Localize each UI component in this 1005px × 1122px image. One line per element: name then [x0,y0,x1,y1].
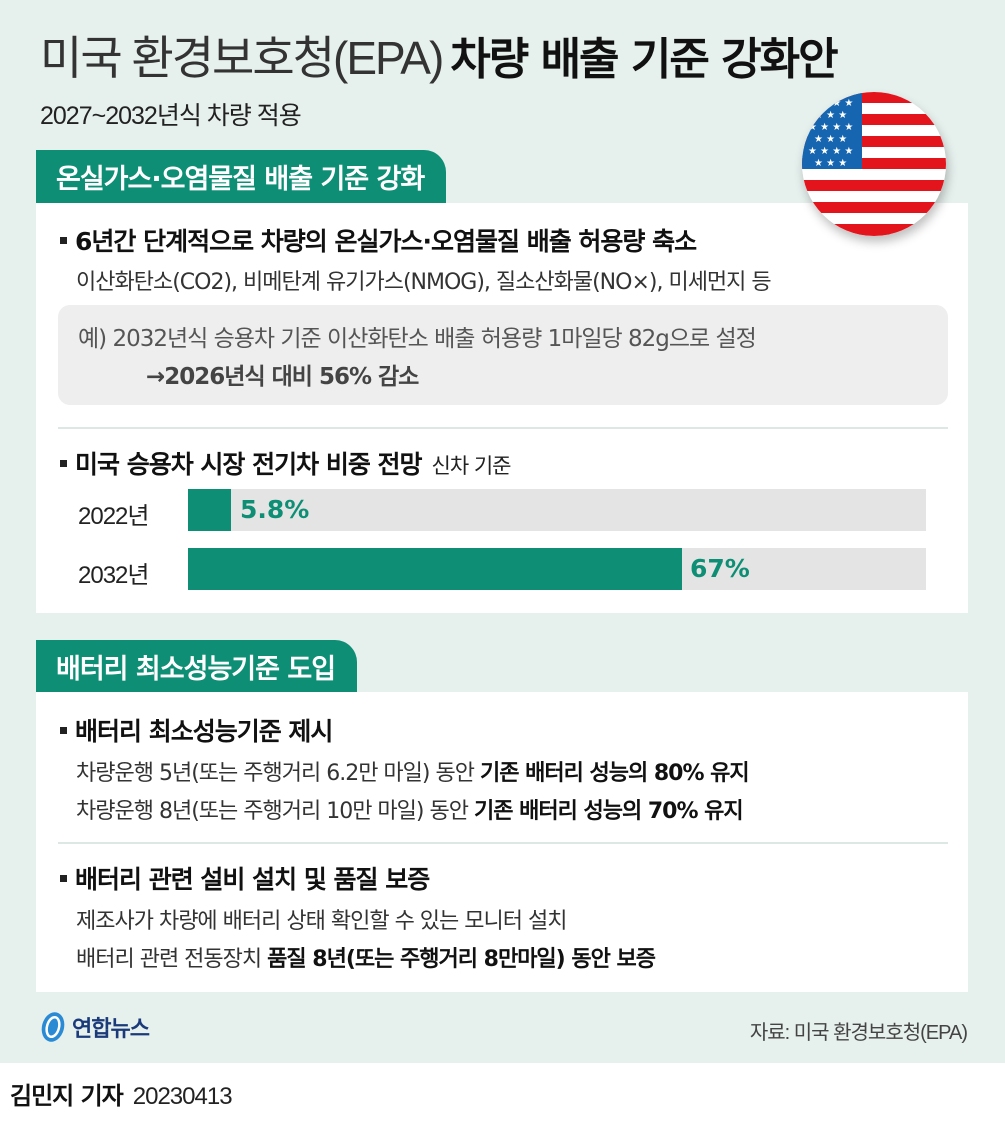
bullet-title: 미국 승용차 시장 전기차 비중 전망 [75,450,423,479]
section-heading-battery: 배터리 최소성능기준 도입 [36,640,358,692]
page-subtitle: 2027~2032년식 차량 적용 [40,102,302,130]
bar-fill-2032 [188,548,683,590]
bullet-title: 배터리 관련 설비 설치 및 품질 보증 [75,865,430,894]
logo-text: 연합뉴스 [72,1017,150,1042]
section-divider [58,427,948,429]
bullet-square-icon [60,727,67,734]
bullet-emissions-reduction: 6년간 단계적으로 차량의 온실가스·오염물질 배출 허용량 축소 [60,222,697,258]
source-credit: 자료: 미국 환경보호청(EPA) [749,1022,968,1044]
reporter-name: 김민지 기자 [10,1082,124,1110]
battery-warranty-line-2: 배터리 관련 전동장치 품질 8년(또는 주행거리 8만마일) 동안 보증 [76,941,656,973]
us-flag-icon: ★ ★ ★ ★ ★ ★ ★ ★ ★ ★ ★ ★ ★ ★ ★ ★ ★ ★ ★ ★ … [802,92,946,236]
pollutant-list: 이산화탄소(CO2), 비메탄계 유기가스(NMOG), 질소산화물(NO×),… [76,270,772,295]
bullet-title: 6년간 단계적으로 차량의 온실가스·오염물질 배출 허용량 축소 [75,227,697,256]
bar-label-2022: 2022년 [78,503,149,530]
example-box: 예) 2032년식 승용차 기준 이산화탄소 배출 허용량 1마일당 82g으로… [58,305,948,405]
bullet-square-icon [60,875,67,882]
line-emphasis: 품질 8년(또는 주행거리 8만마일) 동안 보증 [267,947,656,972]
battery-standard-line-1: 차량운행 5년(또는 주행거리 6.2만 마일) 동안 기존 배터리 성능의 8… [76,755,750,787]
byline: 김민지 기자 20230413 [10,1076,233,1111]
bullet-title: 배터리 최소성능기준 제시 [75,717,333,746]
line-emphasis: 기존 배터리 성능의 80% 유지 [479,761,750,786]
bar-value-2032: 67% [690,554,750,583]
bar-label-2032: 2032년 [78,562,149,589]
bar-value-2022: 5.8% [240,495,310,524]
bullet-note: 신차 기준 [431,454,512,478]
title-bold: 차량 배출 기준 강화안 [450,34,838,85]
bar-track-2032: 67% [188,548,926,590]
svg-text:★ ★ ★: ★ ★ ★ [814,134,847,145]
title-light: 미국 환경보호청(EPA) [40,32,444,84]
section-emissions-panel [36,203,968,613]
yonhap-logo: 연합뉴스 [38,1010,150,1044]
battery-warranty-line-1: 제조사가 차량에 배터리 상태 확인할 수 있는 모니터 설치 [76,909,567,934]
publish-date: 20230413 [132,1083,233,1110]
bullet-battery-standard: 배터리 최소성능기준 제시 [60,712,333,748]
svg-text:★ ★ ★: ★ ★ ★ [814,158,847,169]
page-title: 미국 환경보호청(EPA) 차량 배출 기준 강화안 [40,28,839,90]
battery-standard-line-2: 차량운행 8년(또는 주행거리 10만 마일) 동안 기존 배터리 성능의 70… [76,793,744,825]
svg-text:★ ★ ★: ★ ★ ★ [814,110,847,121]
bullet-square-icon [60,237,67,244]
example-line-1: 예) 2032년식 승용차 기준 이산화탄소 배출 허용량 1마일당 82g으로… [78,326,757,352]
line-emphasis: 기존 배터리 성능의 70% 유지 [473,799,744,824]
yonhap-emblem-icon [41,1012,65,1042]
bullet-battery-warranty: 배터리 관련 설비 설치 및 품질 보증 [60,860,430,896]
section-divider [58,842,948,844]
svg-text:★ ★ ★ ★: ★ ★ ★ ★ [808,146,853,157]
line-text: 배터리 관련 전동장치 [76,947,268,972]
bullet-square-icon [60,460,67,467]
line-text: 차량운행 5년(또는 주행거리 6.2만 마일) 동안 [76,761,480,786]
bullet-ev-share: 미국 승용차 시장 전기차 비중 전망 신차 기준 [60,445,511,481]
example-line-2: →2026년식 대비 56% 감소 [146,364,419,390]
bar-fill-2022 [188,489,231,531]
line-text: 차량운행 8년(또는 주행거리 10만 마일) 동안 [76,799,474,824]
svg-text:★ ★ ★ ★: ★ ★ ★ ★ [808,122,853,133]
section-heading-emissions: 온실가스·오염물질 배출 기준 강화 [36,150,447,203]
bar-track-2022: 5.8% [188,489,926,531]
